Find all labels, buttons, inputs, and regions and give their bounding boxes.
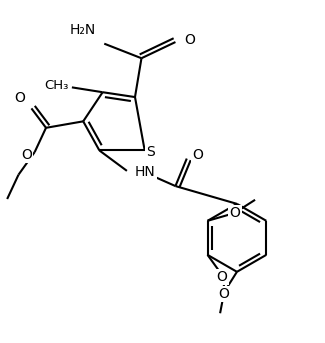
Text: O: O <box>229 206 240 220</box>
Text: O: O <box>21 148 32 162</box>
Text: O: O <box>15 91 26 105</box>
Text: S: S <box>146 145 155 159</box>
Text: HN: HN <box>135 165 156 178</box>
Text: H₂N: H₂N <box>70 23 96 37</box>
Text: O: O <box>218 287 229 301</box>
Text: O: O <box>185 33 195 47</box>
Text: O: O <box>193 148 203 162</box>
Text: O: O <box>217 270 227 284</box>
Text: CH₃: CH₃ <box>44 79 69 92</box>
